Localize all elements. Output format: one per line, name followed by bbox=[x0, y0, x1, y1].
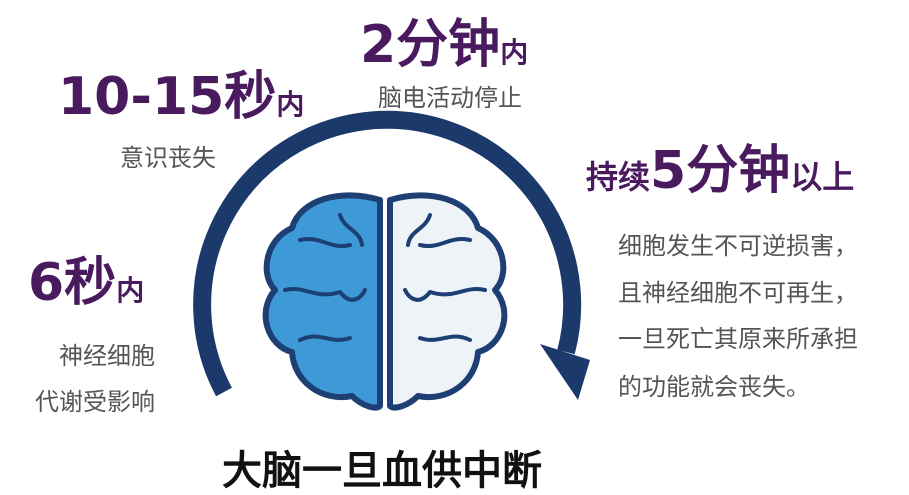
stage-desc: 且神经细胞不可再生， bbox=[618, 279, 858, 307]
stage-desc: 一旦死亡其原来所承担 bbox=[618, 325, 858, 353]
stage-time: 10-15秒 bbox=[58, 67, 276, 127]
stage-time: 6秒 bbox=[28, 253, 116, 313]
title: 大脑一旦血供中断 bbox=[222, 448, 542, 494]
stage-desc: 代谢受影响 bbox=[35, 388, 155, 416]
stage-heading: 6秒内 bbox=[28, 253, 144, 313]
stage-prefix: 持续 bbox=[586, 158, 650, 196]
stage-heading: 10-15秒内 bbox=[58, 67, 304, 127]
stage-suffix: 内 bbox=[500, 36, 528, 69]
stage-desc: 脑电活动停止 bbox=[378, 84, 522, 112]
stage-heading: 持续5分钟以上 bbox=[586, 141, 854, 201]
brain bbox=[266, 195, 505, 407]
arrow-head bbox=[540, 344, 590, 400]
stage-suffix: 内 bbox=[116, 274, 144, 307]
stage-heading: 2分钟内 bbox=[360, 15, 528, 75]
infographic: 6秒内 神经细胞 代谢受影响 10-15秒内 意识丧失 2分钟内 脑电活动停止 … bbox=[0, 0, 909, 495]
stage-suffix: 内 bbox=[276, 88, 304, 121]
stage-desc: 的功能就会丧失。 bbox=[618, 373, 810, 401]
stage-time: 5分钟 bbox=[650, 141, 790, 201]
stage-desc: 意识丧失 bbox=[120, 144, 216, 172]
stage-desc: 细胞发生不可逆损害， bbox=[618, 232, 858, 260]
stage-suffix: 以上 bbox=[790, 158, 854, 196]
stage-time: 2分钟 bbox=[360, 15, 500, 75]
stage-desc: 神经细胞 bbox=[59, 342, 155, 370]
